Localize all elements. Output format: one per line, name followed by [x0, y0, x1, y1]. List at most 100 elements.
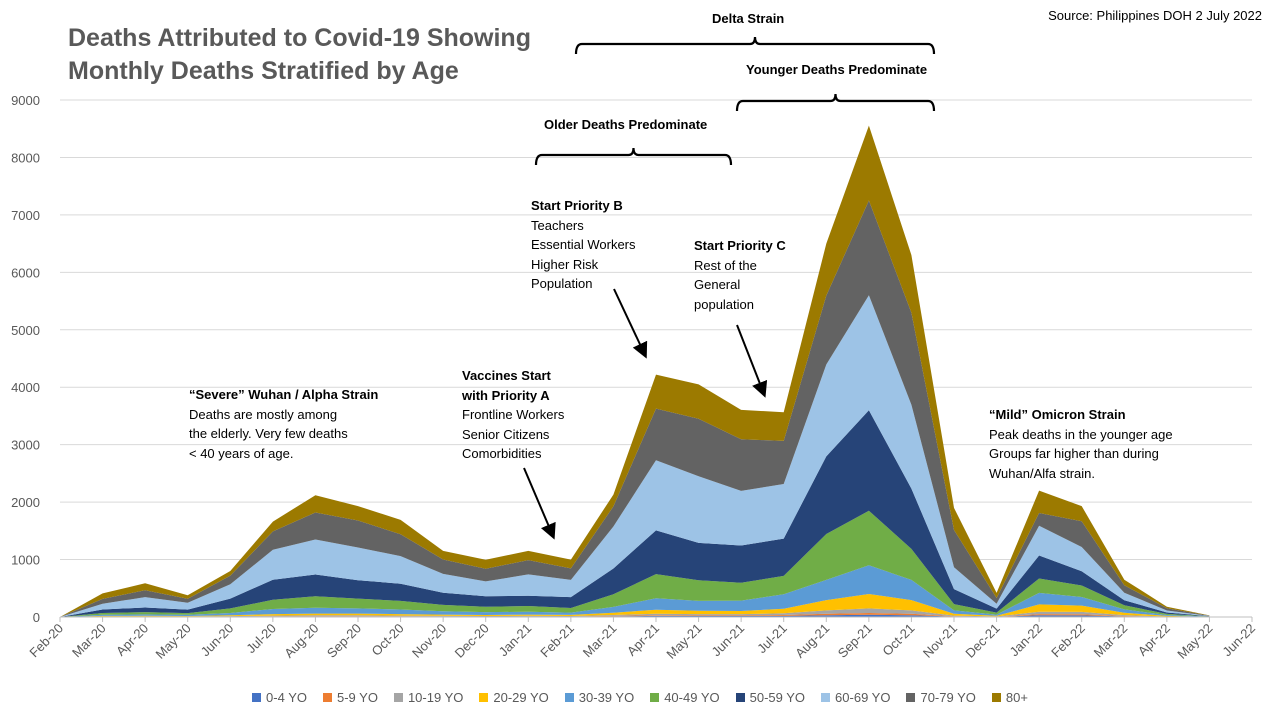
- annotation-priority-b-line: Teachers: [531, 217, 584, 233]
- annotation-vaccines-line: Frontline Workers: [462, 407, 565, 422]
- legend: 0-4 YO 5-9 YO 10-19 YO 20-29 YO 30-39 YO 40-4…: [0, 690, 1280, 705]
- x-tick-labels: Feb-20 Mar-20 Apr-20 May-20 Jun-20 Jul-20 Aug-…: [26, 621, 1258, 662]
- area-series-1019yo: [60, 608, 1210, 617]
- stacked-areas: [60, 125, 1210, 617]
- annotation-vaccines-line: Comorbidities: [462, 446, 542, 461]
- annotation-vaccines: Vaccines Start with Priority A Frontline…: [462, 366, 564, 464]
- x-tick-label: Nov-20: [409, 621, 449, 661]
- bracket-delta: [574, 36, 936, 55]
- annotation-omicron-line: Wuhan/Alfa strain.: [989, 465, 1095, 481]
- annotation-priority-c-line: Rest of the: [694, 257, 757, 273]
- annotation-wuhan: “Severe” Wuhan / Alpha Strain Deaths are…: [189, 385, 378, 463]
- chart-title-line-1: Deaths Attributed to Covid-19 Showing: [68, 24, 531, 52]
- x-tick-label: Feb-22: [1048, 621, 1088, 661]
- gridlines: [60, 99, 1252, 561]
- legend-item: 40-49 YO: [650, 690, 720, 705]
- legend-label: 40-49 YO: [664, 690, 720, 705]
- area-series-04yo: [60, 614, 1210, 617]
- y-tick-label: 5000: [11, 323, 40, 338]
- legend-swatch: [735, 693, 745, 702]
- x-tick-label: Sep-20: [324, 621, 364, 661]
- x-tick-label: Dec-20: [452, 621, 492, 661]
- area-series-3039yo: [60, 565, 1210, 617]
- annotation-wuhan-head: “Severe” Wuhan / Alpha Strain: [189, 387, 379, 402]
- x-tick-label: May-22: [1174, 621, 1215, 662]
- annotation-priority-c: Start Priority C Rest of the General pop…: [694, 236, 786, 314]
- annotation-priority-b-head: Start Priority B: [531, 198, 623, 213]
- annotation-vaccines-line: Senior Citizens: [462, 426, 550, 442]
- legend-swatch: [821, 693, 831, 702]
- y-tick-label: 3000: [11, 438, 40, 453]
- annotation-arrows: [523, 288, 768, 540]
- annotation-omicron-head: “Mild” Omicron Strain: [989, 407, 1126, 422]
- annotation-priority-b: Start Priority B Teachers Essential Work…: [531, 196, 636, 294]
- x-tick-label: Aug-21: [792, 621, 832, 661]
- y-tick-label: 6000: [11, 265, 40, 280]
- annotation-omicron-line: Peak deaths in the younger age: [989, 426, 1173, 442]
- bracket-label-delta: Delta Strain: [712, 11, 785, 26]
- x-tick-label: Aug-20: [281, 621, 321, 661]
- area-series-5059yo: [60, 410, 1210, 617]
- x-tick-label: Nov-21: [920, 621, 960, 661]
- x-tick-label: Mar-20: [69, 621, 109, 661]
- x-tick-label: Sep-21: [835, 621, 875, 661]
- legend-swatch: [479, 693, 489, 702]
- axes: [59, 616, 1253, 622]
- legend-swatch: [393, 693, 403, 702]
- x-tick-label: Jun-22: [1219, 621, 1258, 660]
- annotation-omicron-line: Groups far higher than during: [989, 446, 1159, 461]
- annotation-wuhan-line: the elderly. Very few deaths: [189, 426, 348, 441]
- arrow-priority-c: [736, 324, 768, 398]
- bracket-older: [534, 147, 733, 166]
- x-tick-label: Feb-20: [26, 621, 66, 661]
- y-tick-label: 9000: [11, 93, 40, 108]
- annotation-priority-c-head: Start Priority C: [694, 238, 786, 253]
- legend-label: 70-79 YO: [920, 690, 976, 705]
- legend-label: 30-39 YO: [578, 690, 635, 705]
- legend-item: 0-4 YO: [252, 690, 307, 705]
- x-tick-label: May-20: [153, 621, 194, 662]
- legend-label: 60-69 YO: [835, 690, 891, 705]
- legend-item: 10-19 YO: [393, 690, 464, 705]
- bracket-label-younger: Younger Deaths Predominate: [746, 62, 928, 77]
- legend-item: 30-39 YO: [564, 690, 635, 705]
- legend-swatch: [906, 693, 916, 702]
- legend-swatch: [322, 693, 332, 702]
- annotation-vaccines-head-2: with Priority A: [462, 387, 550, 403]
- legend-label: 0-4 YO: [266, 690, 307, 705]
- x-tick-label: Apr-22: [1135, 621, 1173, 659]
- annotation-vaccines-head: Vaccines Start: [462, 368, 551, 383]
- bracket-younger: [735, 93, 936, 112]
- chart-title: Deaths Attributed to Covid-19 Showing Mo…: [68, 22, 531, 88]
- bracket-label-older: Older Deaths Predominate: [544, 117, 708, 132]
- legend-label: 80+: [1005, 690, 1028, 705]
- legend-item: 80+: [991, 690, 1028, 705]
- y-tick-label: 4000: [11, 380, 40, 395]
- legend-item: 60-69 YO: [821, 690, 890, 705]
- legend-label: 20-29 YO: [493, 690, 549, 705]
- x-tick-label: Apr-20: [113, 621, 151, 659]
- annotation-wuhan-line: Deaths are mostly among: [189, 406, 338, 422]
- x-tick-label: Mar-22: [1091, 621, 1131, 661]
- x-tick-label: Oct-21: [879, 621, 917, 659]
- x-tick-label: Jul-21: [754, 621, 790, 657]
- y-tick-label: 1000: [11, 553, 40, 568]
- annotation-priority-b-line: Higher Risk: [531, 256, 599, 272]
- x-tick-label: Mar-21: [580, 621, 620, 661]
- legend-swatch: [991, 693, 1001, 702]
- legend-swatch: [564, 693, 574, 702]
- legend-swatch: [252, 693, 262, 702]
- chart-title-line-2: Monthly Deaths Stratified by Age: [68, 57, 459, 85]
- annotation-priority-c-line: population: [694, 296, 754, 312]
- arrow-vaccines: [523, 467, 556, 540]
- legend-item: 20-29 YO: [479, 690, 549, 705]
- y-tick-label: 8000: [11, 150, 40, 165]
- x-tick-label: Feb-21: [537, 621, 577, 661]
- annotation-priority-b-line: Population: [531, 276, 593, 291]
- legend-label: 10-19 YO: [407, 690, 464, 705]
- y-tick-labels: 0 1000 2000 3000 4000 5000 6000 7000 8000 9000: [11, 93, 40, 625]
- annotation-priority-c-line: General: [694, 277, 741, 292]
- y-tick-label: 2000: [11, 495, 40, 510]
- x-tick-label: Jan-21: [496, 621, 535, 660]
